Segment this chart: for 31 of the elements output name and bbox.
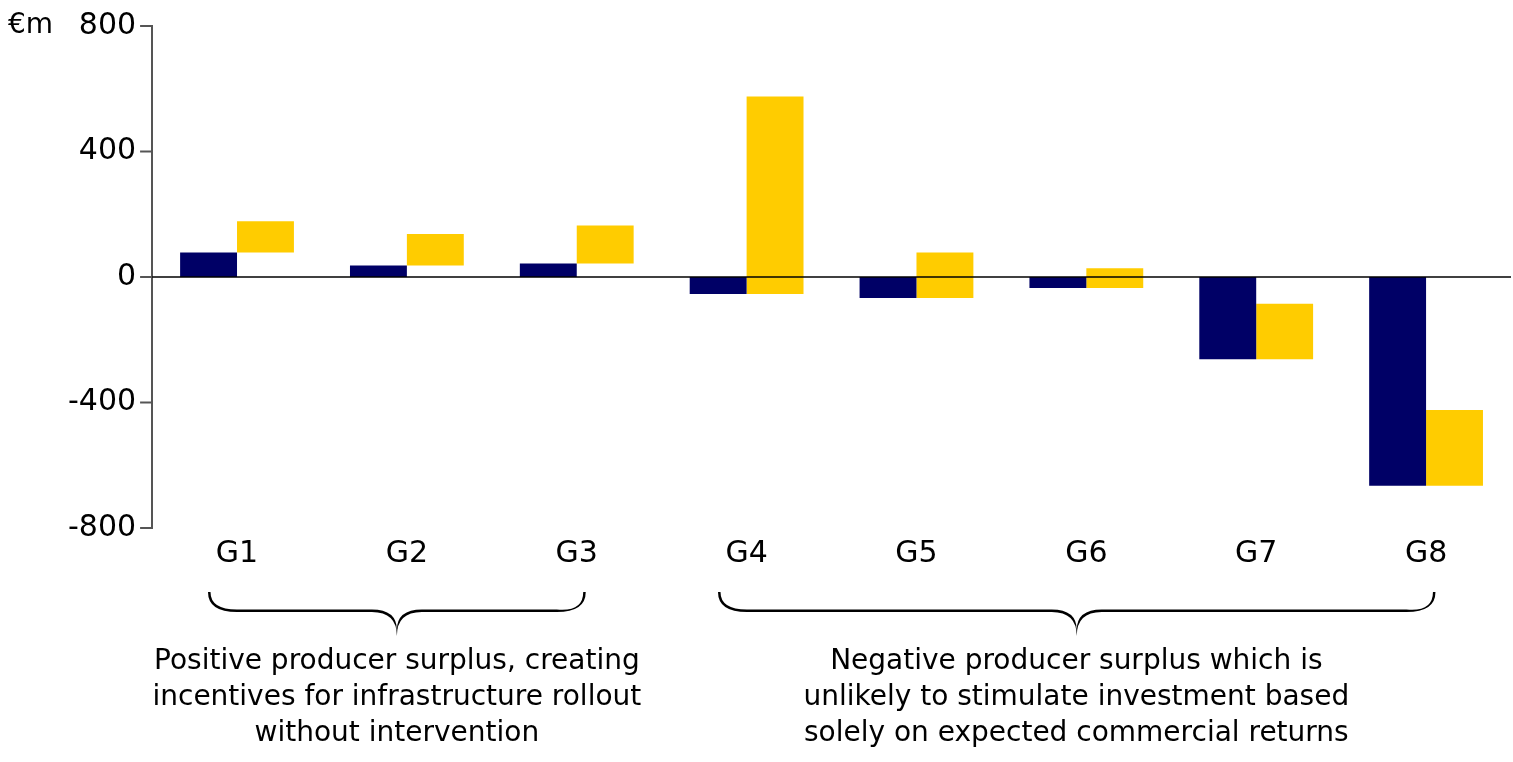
bar (1256, 303, 1314, 360)
bar (1426, 410, 1483, 486)
bar (859, 277, 917, 299)
bar (1086, 268, 1144, 288)
text: Positive producer surplus, creating incentives for infrastructure rollout without intervention (151, 642, 643, 750)
bar (349, 265, 407, 277)
bar (1029, 277, 1087, 288)
y-tick-label: -400 (67, 382, 137, 418)
bar (1369, 277, 1427, 486)
x-tick-label: G4 (725, 533, 768, 569)
x-tick-label: G1 (215, 533, 259, 569)
bar (1199, 277, 1257, 360)
text: Negative producer surplus which is unlikely to stimulate investment based solely on expected commercial returns (802, 642, 1351, 750)
x-tick-label: G7 (1235, 533, 1278, 569)
y-tick-label: -800 (67, 507, 137, 543)
bar (406, 234, 464, 266)
bar (576, 225, 634, 264)
bar (916, 252, 974, 299)
bar (746, 96, 804, 294)
bar (237, 221, 294, 253)
bar (689, 277, 747, 294)
x-tick-label: G2 (385, 533, 429, 569)
y-axis-title: €m (8, 7, 54, 41)
x-tick-label: G5 (895, 533, 938, 569)
x-tick-label: G3 (555, 533, 598, 569)
x-tick-label: G8 (1404, 533, 1448, 569)
x-tick-label: G6 (1065, 533, 1108, 569)
y-tick-label: 0 (116, 256, 137, 292)
bar (180, 252, 238, 277)
y-tick-label: 400 (78, 131, 137, 167)
y-tick-label: 800 (78, 5, 137, 41)
